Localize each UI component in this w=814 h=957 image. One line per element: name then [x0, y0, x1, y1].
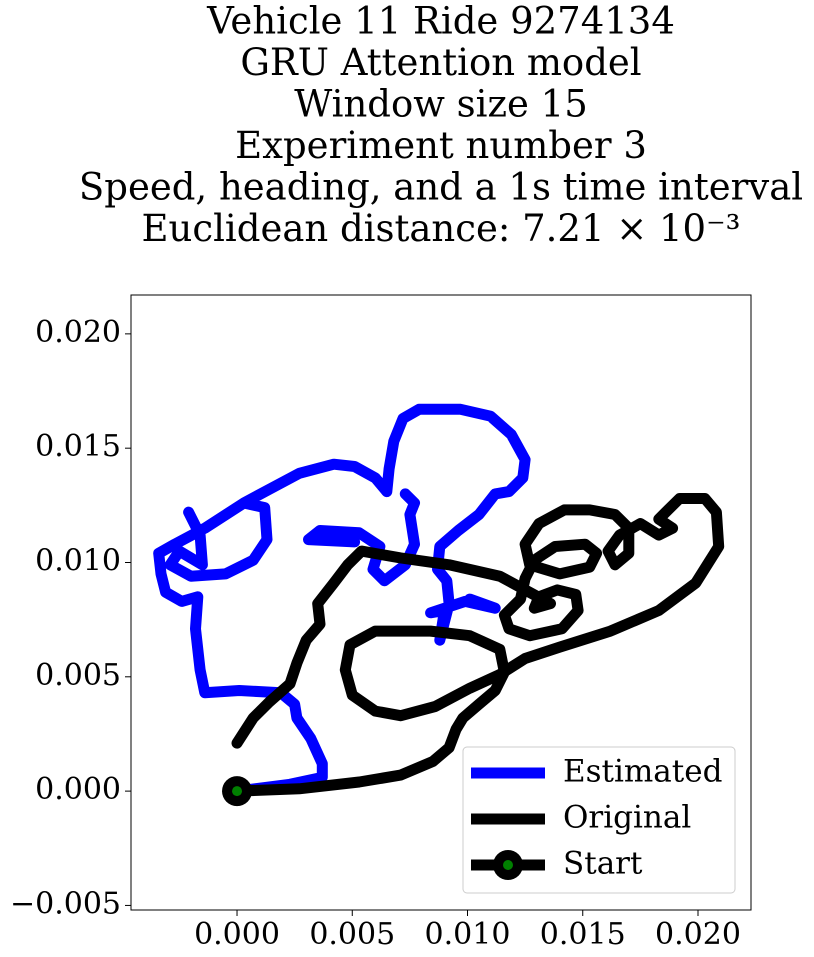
x-tick-label: 0.000: [194, 917, 280, 952]
x-tick-label: 0.005: [309, 917, 395, 952]
x-tick-label: 0.010: [425, 917, 511, 952]
y-tick-label: 0.005: [35, 658, 121, 693]
series-line: [153, 403, 531, 797]
legend-marker-center: [503, 860, 513, 870]
y-tick-label: 0.015: [35, 429, 121, 464]
legend-box: [462, 746, 736, 894]
chart-title: GRU Attention model: [240, 41, 641, 84]
chart-title: Window size 15: [294, 83, 588, 126]
y-tick-label: 0.010: [35, 543, 121, 578]
legend: Estimated Original Start: [462, 746, 736, 894]
legend-label: Estimated: [563, 754, 722, 790]
chart-title: Speed, heading, and a 1s time interval: [79, 166, 803, 209]
start-marker-center: [232, 786, 243, 797]
legend-label: Original: [563, 800, 691, 836]
legend-label: Start: [563, 846, 643, 882]
plot-area: [153, 403, 725, 807]
chart-title: Experiment number 3: [235, 124, 647, 167]
chart-title: Vehicle 11 Ride 9274134: [206, 0, 675, 43]
y-tick-label: 0.000: [35, 772, 121, 807]
x-tick-label: 0.015: [540, 917, 626, 952]
y-tick-label: 0.020: [35, 315, 121, 350]
y-tick-label: −0.005: [10, 886, 121, 921]
plot-frame: [130, 294, 752, 911]
chart-title: Euclidean distance: 7.21 × 10⁻³: [142, 207, 741, 250]
x-tick-label: 0.020: [655, 917, 741, 952]
series-line: [231, 493, 725, 797]
